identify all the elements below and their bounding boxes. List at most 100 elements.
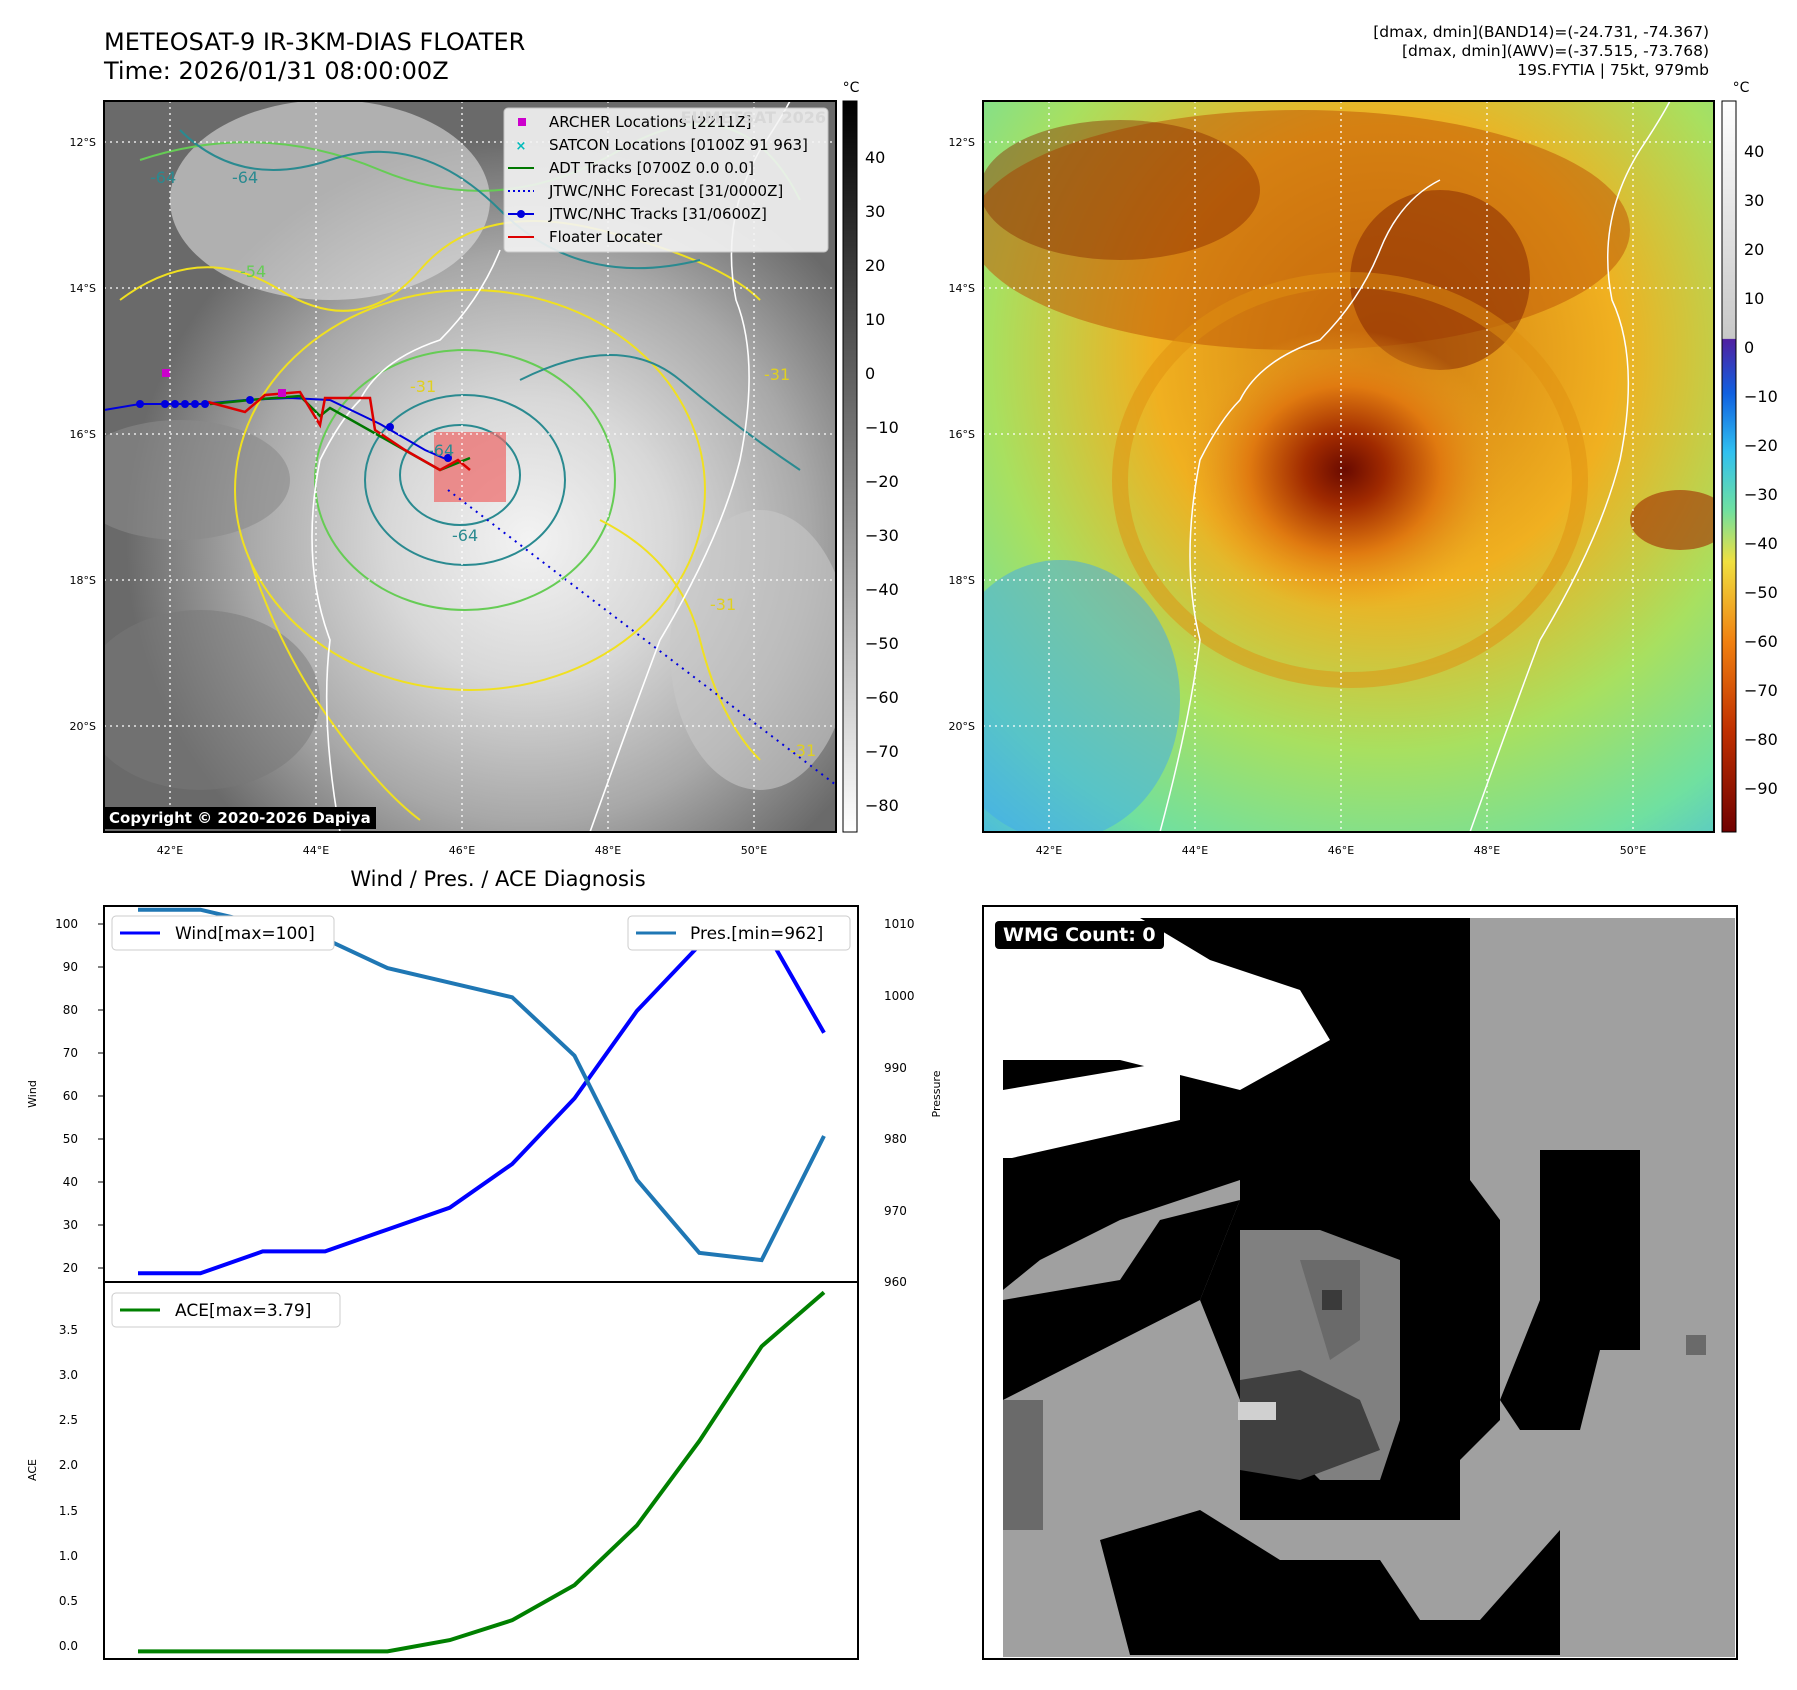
wind-tick: 90: [63, 960, 78, 974]
ir-lon-labels: 42°E 44°E 46°E 48°E 50°E: [157, 844, 767, 857]
pressure-tick: 980: [884, 1132, 907, 1146]
ir-cb-tick: 30: [865, 202, 885, 221]
awv-lon-label: 50°E: [1620, 844, 1646, 857]
wind-axis-label: Wind: [26, 1080, 39, 1108]
legend-marker-tracks-dot: [517, 210, 525, 218]
awv-cb-tick: 30: [1744, 191, 1764, 210]
awv-lat-labels: 12°S 14°S 16°S 18°S 20°S: [949, 136, 975, 733]
storm-info-line1: [dmax, dmin](BAND14)=(-24.731, -74.367): [1373, 23, 1709, 41]
ir-cb-tick: −80: [865, 796, 899, 815]
ir-map-panel: × ARCHER Locations [2211Z] SATCON Locati…: [70, 80, 899, 857]
awv-cb-tick: 20: [1744, 240, 1764, 259]
awv-cb-tick: −90: [1744, 779, 1778, 798]
pressure-axis-label: Pressure: [930, 1070, 943, 1117]
wind-tick: 50: [63, 1132, 78, 1146]
awv-cb-tick: −80: [1744, 730, 1778, 749]
awv-cb-tick: 40: [1744, 142, 1764, 161]
awv-cb-tick: 0: [1744, 338, 1754, 357]
ir-colorbar-unit: °C: [843, 80, 860, 96]
ir-lat-label: 14°S: [70, 282, 96, 295]
ir-lon-label: 50°E: [741, 844, 767, 857]
legend-marker-archer: [518, 118, 526, 126]
awv-lon-label: 44°E: [1182, 844, 1208, 857]
ir-cb-tick: −30: [865, 526, 899, 545]
awv-frame: [982, 100, 1715, 833]
ace-legend-label: ACE[max=3.79]: [175, 1301, 311, 1321]
contour-label-7: -31: [710, 595, 736, 614]
wind-tick: 30: [63, 1218, 78, 1232]
wmg-pixels: [1003, 918, 1706, 1655]
pressure-tick: 960: [884, 1275, 907, 1289]
jtwc-forecast-line: [447, 489, 836, 786]
ace-axes: [103, 1281, 859, 1660]
awv-lon-label: 46°E: [1328, 844, 1354, 857]
contour-label-1: -64: [232, 168, 258, 187]
ir-cb-tick: −20: [865, 472, 899, 491]
awv-cb-tick: −40: [1744, 534, 1778, 553]
wind-tick: 80: [63, 1003, 78, 1017]
storm-info: [dmax, dmin](BAND14)=(-24.731, -74.367) …: [1373, 23, 1709, 80]
ir-cb-tick: −50: [865, 634, 899, 653]
diagnosis-panel: Wind / Pres. / ACE Diagnosis 100 90 80 7…: [26, 867, 943, 1660]
ir-cb-tick: −40: [865, 580, 899, 599]
awv-colorbar: [1721, 100, 1737, 833]
awv-lat-label: 20°S: [949, 720, 975, 733]
ir-lat-label: 16°S: [70, 428, 96, 441]
ir-lat-label: 18°S: [70, 574, 96, 587]
awv-cb-tick: −10: [1744, 387, 1778, 406]
ir-title-line1: METEOSAT-9 IR-3KM-DIAS FLOATER: [104, 28, 526, 56]
contour-label-3: -31: [410, 377, 436, 396]
awv-cb-tick: −50: [1744, 583, 1778, 602]
awv-cb-tick: −20: [1744, 436, 1778, 455]
ir-frame: [103, 100, 837, 833]
awv-colorbar-unit: °C: [1733, 80, 1750, 96]
pressure-tick: 990: [884, 1061, 907, 1075]
archer-point-2: [278, 389, 286, 397]
copyright-badge: Copyright © 2020-2026 Dapiya: [104, 807, 376, 829]
legend-label-1: SATCON Locations [0100Z 91 963]: [549, 136, 808, 154]
awv-colorbar-ticks: 40 30 20 10 0 −10 −20 −30 −40 −50 −60 −7…: [1744, 142, 1778, 798]
ace-tick: 1.0: [59, 1549, 78, 1563]
ir-lat-labels: 12°S 14°S 16°S 18°S 20°S: [70, 136, 96, 733]
ace-tick: 3.5: [59, 1323, 78, 1337]
ir-lon-label: 44°E: [303, 844, 329, 857]
contour-label-4: -64: [428, 441, 454, 460]
ace-tick: 1.5: [59, 1504, 78, 1518]
awv-lat-label: 14°S: [949, 282, 975, 295]
legend-label-3: JTWC/NHC Forecast [31/0000Z]: [548, 182, 783, 200]
awv-gridlines: [983, 101, 1714, 832]
ace-legend: ACE[max=3.79]: [111, 1292, 341, 1328]
legend-label-4: JTWC/NHC Tracks [31/0600Z]: [548, 205, 767, 223]
ir-cb-tick: 20: [865, 256, 885, 275]
wind-tick: 20: [63, 1261, 78, 1275]
pressure-tick: 1000: [884, 989, 915, 1003]
ir-colorbar-ticks: 40 30 20 10 0 −10 −20 −30 −40 −50 −60 −7…: [865, 148, 899, 815]
awv-features: [983, 101, 1714, 832]
contour-label-2: -54: [240, 262, 266, 281]
ir-lon-label: 42°E: [157, 844, 183, 857]
jtwc-track-points: [136, 396, 452, 462]
awv-cb-tick: −30: [1744, 485, 1778, 504]
ace-tick: 2.5: [59, 1413, 78, 1427]
ir-cb-tick: 10: [865, 310, 885, 329]
diagnosis-title: Wind / Pres. / ACE Diagnosis: [350, 867, 645, 891]
awv-lat-label: 16°S: [949, 428, 975, 441]
awv-lon-label: 48°E: [1474, 844, 1500, 857]
ace-lines: [138, 1290, 826, 1654]
wind-tick-marks: [98, 923, 104, 1269]
ir-cb-tick: −10: [865, 418, 899, 437]
ir-features: [104, 101, 836, 832]
legend-label-0: ARCHER Locations [2211Z]: [549, 113, 752, 131]
ir-cb-tick: 40: [865, 148, 885, 167]
ace-axis-label: ACE: [26, 1459, 39, 1481]
ir-lat-label: 12°S: [70, 136, 96, 149]
ace-tick: 0.5: [59, 1594, 78, 1608]
contour-label-5: -64: [452, 526, 478, 545]
ir-contour-labels: -64 -64 -54 -31 -64 -64 -31 -31 -31: [150, 168, 816, 760]
storm-info-line3: 19S.FYTIA | 75kt, 979mb: [1517, 61, 1709, 79]
awv-cb-tick: −70: [1744, 681, 1778, 700]
wind-ticks: 100 90 80 70 60 50 40 30 20: [55, 917, 78, 1275]
wind-tick: 60: [63, 1089, 78, 1103]
wmg-count-badge: WMG Count: 0: [995, 921, 1164, 949]
